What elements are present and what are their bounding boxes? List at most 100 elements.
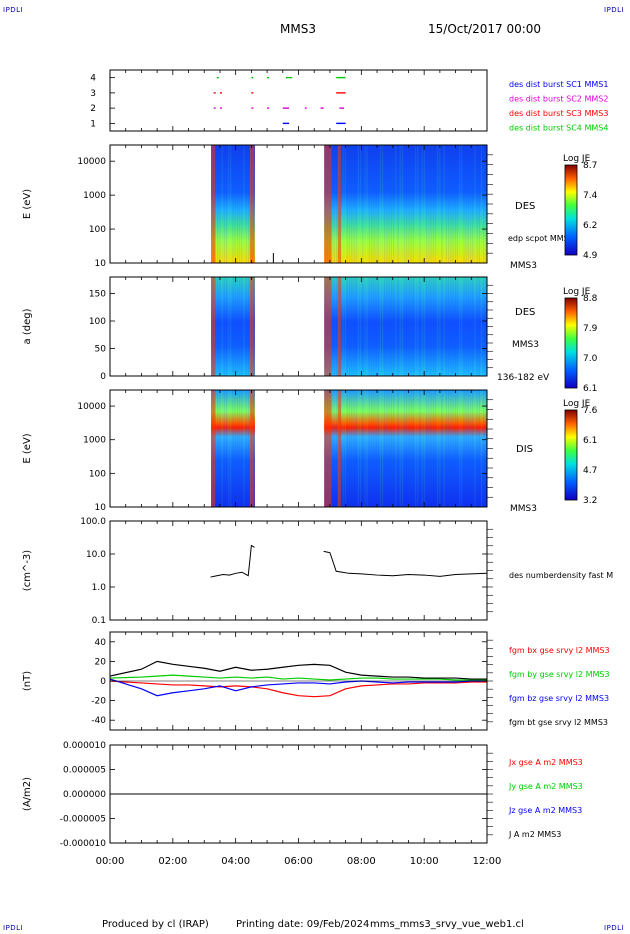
spectrogram-stripe	[245, 145, 247, 263]
spectrogram-stripe	[221, 390, 223, 507]
spectrogram-enhancement	[210, 390, 216, 507]
field-legend-entry: fgm by gse srvy l2 MMS3	[509, 670, 610, 679]
spectrogram-stripe	[397, 145, 399, 263]
spectrogram-stripe	[465, 277, 467, 376]
spectrogram-stripe	[472, 390, 474, 507]
spectrogram-stripe	[459, 390, 461, 507]
spectrogram-stripe	[390, 390, 392, 507]
spectrogram-stripe	[353, 277, 355, 376]
spectrogram-stripe	[410, 390, 412, 507]
spectrogram-stripe	[476, 145, 478, 263]
spectrogram-stripe	[410, 145, 412, 263]
spectrogram-stripe	[331, 277, 333, 376]
spectrogram-stripe	[434, 277, 436, 376]
spectrogram-stripe	[445, 390, 447, 507]
current-legend-entry: J A m2 MMS3	[508, 830, 561, 839]
y-tick-label: 2	[90, 104, 96, 114]
spectrogram-stripe	[401, 390, 403, 507]
spectrogram-stripe	[349, 145, 351, 263]
burst-legend-entry: des dist burst SC2 MMS2	[509, 95, 608, 104]
spectrogram-stripe	[404, 390, 406, 507]
spectrogram-stripe	[247, 390, 250, 507]
spectrogram-stripe	[393, 277, 395, 376]
spectrogram-stripe	[395, 390, 397, 507]
spectrogram-stripe	[423, 390, 425, 507]
burst-legend-entry: des dist burst SC4 MMS4	[509, 124, 608, 133]
spectrogram-stripe	[485, 277, 487, 376]
spectrogram-stripe	[346, 390, 348, 507]
spectrogram-stripe	[366, 145, 368, 263]
spectrogram-stripe	[443, 277, 445, 376]
spectrogram-stripe	[221, 277, 223, 376]
spectrogram-stripe	[419, 390, 421, 507]
colorbar-tick-label: 6.1	[583, 384, 597, 394]
spectrogram-stripe	[445, 145, 447, 263]
field-line	[109, 680, 487, 698]
colorbar-3	[564, 409, 578, 501]
data-gap	[110, 277, 212, 376]
current-legend-entry: Jz gse A m2 MMS3	[508, 806, 582, 815]
spectrogram-stripe	[351, 277, 353, 376]
colorbar-tick-label: 6.1	[583, 436, 597, 446]
current-legend-entry: Jx gse A m2 MMS3	[508, 758, 583, 767]
spacecraft-label: MMS3	[510, 504, 537, 514]
spectrogram-stripe	[386, 277, 388, 376]
spectrogram-stripe	[241, 390, 243, 507]
spectrogram-stripe	[357, 277, 359, 376]
y-tick-label: 1000	[83, 191, 106, 201]
corner-label-bottom-right: IPDLI	[604, 924, 625, 932]
spectrogram-stripe	[412, 145, 414, 263]
spectrogram-stripe	[225, 277, 228, 376]
spectrogram-stripe	[463, 145, 465, 263]
spectrogram-stripe	[214, 390, 217, 507]
y-tick-label: 150	[89, 290, 106, 300]
spectrogram-stripe	[355, 390, 357, 507]
spectrogram-stripe	[461, 277, 463, 376]
spectrogram-stripe	[395, 277, 397, 376]
spectrogram-stripe	[423, 145, 425, 263]
spectrogram-stripe	[245, 390, 247, 507]
spectrogram-stripe	[232, 390, 234, 507]
spectrogram-stripe	[219, 390, 221, 507]
spectrogram-stripe	[360, 145, 362, 263]
corner-label-bottom-left: IPDLI	[3, 924, 24, 932]
spectrogram-stripe	[373, 390, 375, 507]
spectrogram-stripe	[243, 277, 245, 376]
colorbar-title: Log JE	[563, 287, 591, 297]
spectrogram-stripe	[230, 145, 232, 263]
spectrogram-stripe	[234, 390, 236, 507]
spectrogram-stripe	[344, 277, 346, 376]
spectrogram-stripe	[417, 145, 419, 263]
y-tick-label: 40	[95, 638, 107, 648]
colorbar-tick-label: 7.0	[583, 354, 598, 364]
time-tick-label: 02:00	[158, 856, 187, 867]
spectrogram-stripe	[459, 277, 461, 376]
spectrogram-stripe	[465, 390, 467, 507]
density-legend-entry: des numberdensity fast M	[509, 571, 613, 580]
colorbar-tick-label: 8.7	[583, 161, 597, 171]
spectrogram-stripe	[461, 390, 463, 507]
y-tick-label: 100	[89, 317, 106, 327]
spectrogram-stripe	[445, 277, 447, 376]
spectrogram-stripe	[448, 145, 450, 263]
spectrogram-stripe	[463, 390, 465, 507]
y-tick-label: -40	[91, 716, 106, 726]
spectrogram-stripe	[485, 145, 487, 263]
spectrogram-stripe	[448, 390, 450, 507]
spectrogram-stripe	[245, 277, 247, 376]
colorbar-tick-label: 4.9	[583, 251, 598, 261]
spectrogram-stripe	[478, 145, 480, 263]
y-tick-label: 1.0	[92, 583, 107, 593]
spacecraft-title: MMS3	[280, 22, 316, 36]
spectrogram-stripe	[441, 145, 443, 263]
spectrogram-stripe	[382, 390, 384, 507]
current-legend-entry: Jy gse A m2 MMS3	[508, 782, 583, 791]
spectrogram-stripe	[342, 390, 344, 507]
footer-file-name: mms_mms3_srvy_vue_web1.cl	[370, 919, 524, 930]
spectrogram-stripe	[481, 390, 483, 507]
spectrogram-stripe	[375, 390, 377, 507]
spectrogram-stripe	[234, 145, 236, 263]
spectrogram-stripe	[243, 145, 245, 263]
spectrogram-stripe	[434, 145, 436, 263]
spectrogram-stripe	[399, 145, 401, 263]
